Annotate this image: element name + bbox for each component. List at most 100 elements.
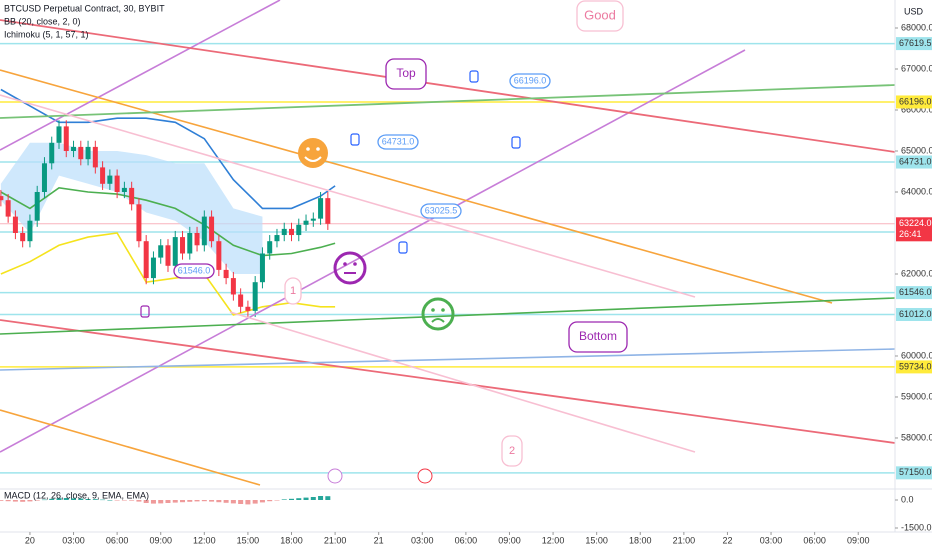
y-tick-label: 58000.0	[901, 432, 932, 442]
overlay: Good Top Bottom 66196.0 64731.0 63025.5 61546.…	[173, 0, 628, 467]
annotation-text: 61546.0	[178, 265, 211, 275]
macd-bar	[289, 498, 295, 500]
macd-bar	[41, 499, 47, 501]
macd-label: MACD (12, 26, close, 9, EMA, EMA)	[4, 490, 149, 500]
price-level-tag	[896, 360, 932, 374]
drawings	[0, 0, 895, 486]
price-level-label: 61012.0	[899, 309, 932, 319]
annotation-box	[568, 321, 628, 353]
macd-bar	[194, 500, 200, 502]
annotation-text: 63025.5	[425, 205, 458, 215]
price-level-tag	[896, 37, 932, 51]
candle-body	[165, 245, 171, 266]
candle-body	[49, 142, 55, 164]
candle-body	[325, 198, 331, 224]
macd-bar	[78, 498, 84, 500]
annotation-box	[377, 134, 419, 150]
annotation-text: Good	[584, 7, 616, 22]
candle-body	[20, 232, 26, 242]
candle-body	[107, 175, 113, 184]
macd-bar	[303, 497, 309, 500]
trend-line	[0, 297, 895, 335]
candle-body	[318, 198, 324, 219]
candle-body	[71, 146, 77, 151]
countdown-label: 26:41	[899, 229, 922, 239]
annotation-text: 64731.0	[382, 136, 415, 146]
x-tick-label: 21:00	[324, 535, 347, 545]
bollinger-basis	[0, 187, 336, 257]
last-price-tag	[896, 217, 932, 242]
macd-bar	[201, 500, 207, 502]
price-level-label: 66196.0	[899, 96, 932, 106]
candle-body	[5, 200, 11, 217]
annotation-box	[284, 277, 302, 305]
macd-bar	[209, 500, 215, 502]
trend-line	[0, 319, 895, 444]
macd-bar	[252, 500, 258, 504]
macd-bar	[12, 500, 18, 502]
candle-body	[194, 232, 200, 246]
price-level-tag	[896, 466, 932, 480]
trend-line	[0, 348, 895, 371]
annotation-text: 2	[509, 445, 515, 457]
candle-body	[209, 216, 215, 242]
macd-bar	[310, 497, 316, 500]
candle-body	[289, 228, 295, 236]
macd-bar	[136, 500, 142, 502]
hand-icons	[140, 70, 521, 318]
y-tick-label: 60000.0	[901, 350, 932, 360]
macd-bar	[27, 500, 33, 502]
x-tick-label: 21:00	[673, 535, 696, 545]
macd-bar	[0, 500, 4, 501]
trend-line	[0, 84, 895, 119]
macd-bar	[187, 500, 193, 502]
macd-bar	[180, 500, 186, 503]
x-tick-label: 06:00	[455, 535, 478, 545]
price-level-label: 57150.0	[899, 467, 932, 477]
candle-body	[136, 204, 142, 242]
annotation-text: Bottom	[579, 329, 617, 343]
candle-body	[114, 175, 120, 192]
macd-bar	[325, 496, 331, 500]
candle-body	[223, 269, 229, 279]
x-tick-label: 18:00	[629, 535, 652, 545]
macd-bar	[296, 498, 302, 500]
candle-body	[230, 278, 236, 295]
x-tick-label: 06:00	[803, 535, 826, 545]
annotation-box	[501, 435, 523, 467]
macd-bar	[267, 500, 273, 502]
candle-body	[27, 220, 33, 242]
macd-bar	[230, 500, 236, 504]
emoji-neutral	[333, 251, 367, 285]
x-tick-label: 03:00	[760, 535, 783, 545]
candle-body	[267, 241, 273, 254]
trend-line	[0, 409, 261, 486]
emoji-sad	[421, 297, 455, 331]
macd-bar	[172, 500, 178, 503]
candle-body	[281, 228, 287, 236]
macd-bar	[121, 500, 127, 501]
macd-bar	[92, 499, 98, 500]
chart-title: BTCUSD Perpetual Contract, 30, BYBIT	[4, 3, 165, 13]
candle-body	[121, 187, 127, 192]
macd-bar	[114, 500, 120, 501]
price-level-tag	[896, 155, 932, 169]
candle-body	[172, 237, 178, 266]
x-tick-label: 12:00	[193, 535, 216, 545]
candle-body	[150, 257, 156, 279]
trend-line	[0, 94, 696, 298]
trend-line	[229, 311, 696, 453]
x-tick-label: 15:00	[585, 535, 608, 545]
macd-bar	[107, 500, 113, 501]
candle-body	[252, 282, 258, 311]
annotation-box	[173, 263, 215, 279]
x-tick-label: 09:00	[149, 535, 172, 545]
macd-bar	[238, 500, 244, 504]
macd-bar	[20, 500, 26, 502]
candle-body	[85, 146, 91, 160]
candle-body	[56, 126, 62, 143]
price-level-label: 64731.0	[899, 156, 932, 166]
candle-body	[187, 232, 193, 254]
x-tick-label: 12:00	[542, 535, 565, 545]
